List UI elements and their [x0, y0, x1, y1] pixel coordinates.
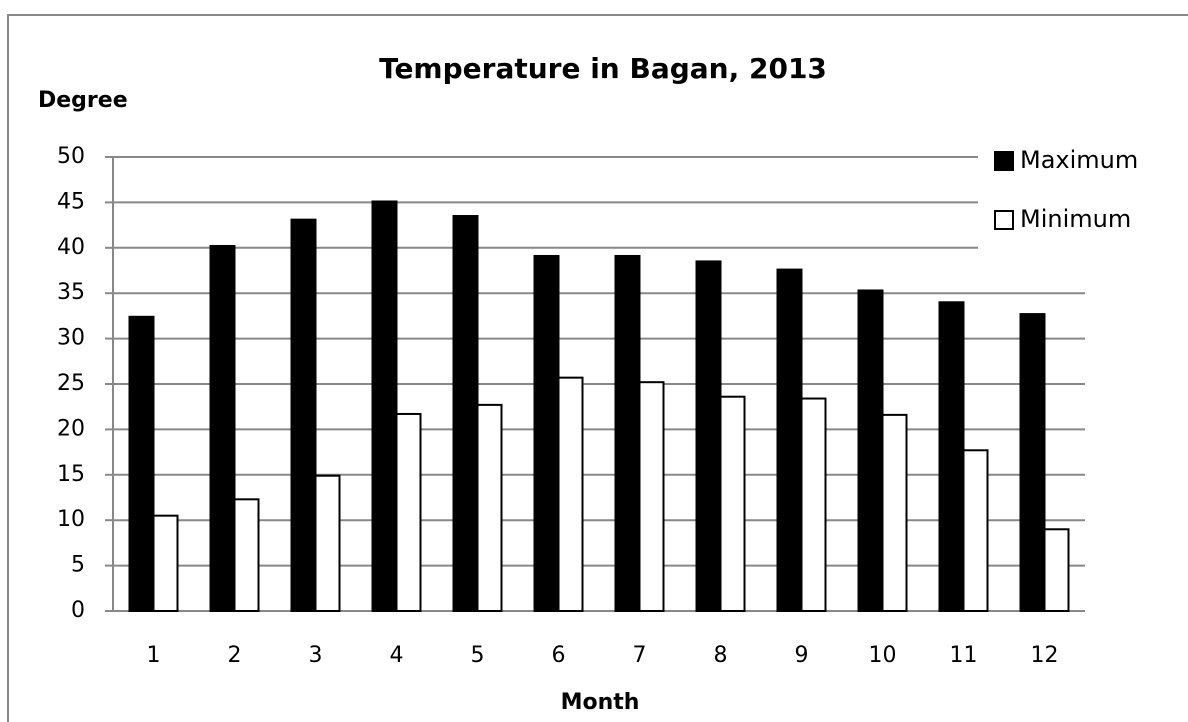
y-tick-label: 40 [57, 235, 85, 260]
bar [209, 244, 236, 612]
chart-frame [7, 14, 1188, 722]
bar [638, 381, 665, 612]
bar [776, 268, 803, 612]
bar [614, 254, 641, 613]
bar [881, 413, 908, 613]
y-tick-label: 20 [57, 416, 85, 441]
bar [476, 403, 503, 612]
bar [1043, 528, 1070, 613]
legend-label: Maximum [1020, 146, 1138, 174]
x-tick-label: 6 [552, 643, 566, 668]
bar [233, 498, 260, 613]
x-tick-label: 5 [471, 643, 485, 668]
y-tick-label: 35 [57, 280, 85, 305]
y-tick-label: 25 [57, 371, 85, 396]
bar [938, 301, 965, 612]
chart-title: Temperature in Bagan, 2013 [379, 52, 827, 85]
x-tick-label: 3 [309, 643, 323, 668]
x-tick-label: 12 [1031, 643, 1059, 668]
y-tick-label: 50 [57, 144, 85, 169]
bar [857, 289, 884, 612]
bar [695, 260, 722, 612]
x-tick-label: 8 [714, 643, 728, 668]
x-axis-label: Month [561, 690, 640, 715]
bar [314, 474, 341, 613]
bar [128, 315, 155, 612]
x-tick-label: 1 [147, 643, 161, 668]
y-tick-label: 5 [71, 553, 85, 578]
bar [371, 200, 398, 612]
x-tick-label: 4 [390, 643, 404, 668]
bar [800, 397, 827, 613]
bar [290, 218, 317, 612]
bar [1019, 313, 1046, 612]
bar [962, 449, 989, 612]
y-tick-label: 0 [71, 598, 85, 623]
legend-swatch [994, 151, 1014, 171]
y-axis-label: Degree [38, 88, 128, 113]
bar [152, 514, 179, 612]
x-tick-label: 10 [869, 643, 897, 668]
x-tick-label: 2 [228, 643, 242, 668]
y-tick-label: 45 [57, 189, 85, 214]
y-tick-label: 10 [57, 507, 85, 532]
x-tick-label: 9 [795, 643, 809, 668]
bar [557, 376, 584, 613]
y-tick-label: 15 [57, 462, 85, 487]
bar [452, 215, 479, 613]
bar [719, 395, 746, 612]
bar [395, 412, 422, 612]
legend-label: Minimum [1020, 205, 1131, 233]
x-tick-label: 11 [950, 643, 978, 668]
x-tick-label: 7 [633, 643, 647, 668]
legend-swatch [994, 210, 1014, 230]
y-tick-label: 30 [57, 326, 85, 351]
bar [533, 254, 560, 613]
